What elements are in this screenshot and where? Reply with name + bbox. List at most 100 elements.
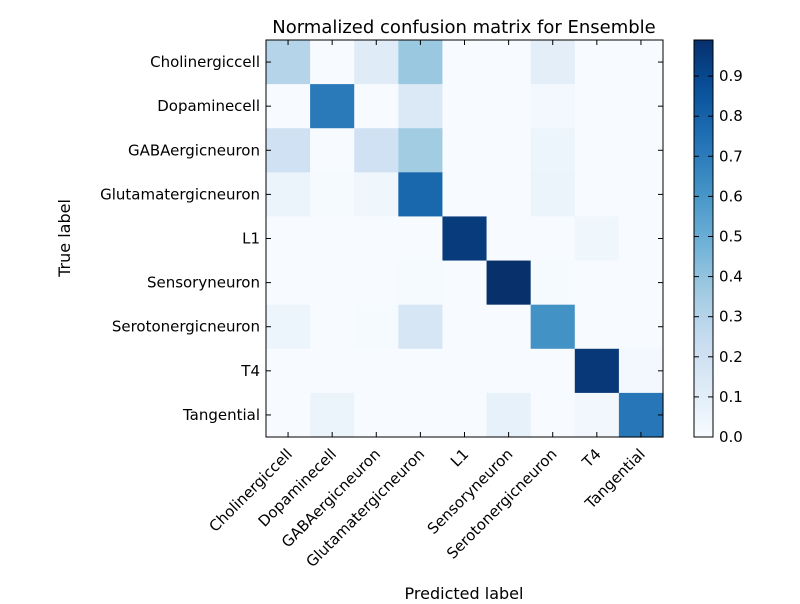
y-tick-label: GABAergicneuron <box>128 141 260 159</box>
heatmap-cell <box>442 84 488 129</box>
heatmap-cell <box>266 128 311 173</box>
colorbar-tick-label: 0.3 <box>719 308 743 326</box>
heatmap-cell <box>398 216 444 262</box>
heatmap-cell <box>442 392 488 438</box>
heatmap-cell <box>266 40 311 85</box>
heatmap-cell <box>574 348 620 394</box>
heatmap-cell <box>266 392 311 438</box>
heatmap-cell <box>618 260 664 306</box>
colorbar-tick-label: 0.1 <box>719 388 743 406</box>
heatmap-cell <box>310 128 355 173</box>
heatmap-cell <box>530 128 576 173</box>
heatmap-cell <box>486 84 532 129</box>
heatmap-cell <box>398 172 444 218</box>
y-tick-label: Dopaminecell <box>157 97 260 115</box>
heatmap-cell <box>266 260 311 306</box>
heatmap-cell <box>354 392 399 438</box>
heatmap-cell <box>486 40 532 85</box>
heatmap-cell <box>354 84 399 129</box>
heatmap-cell <box>530 84 576 129</box>
heatmap-cell <box>618 40 664 85</box>
heatmap-cell <box>486 392 532 438</box>
heatmap-cell <box>310 84 355 129</box>
heatmap-cell <box>486 216 532 262</box>
heatmap-cell <box>442 40 488 85</box>
heatmap-cell <box>354 172 399 218</box>
heatmap-cell <box>574 304 620 350</box>
heatmap-cell <box>266 348 311 394</box>
heatmap-cell <box>574 40 620 85</box>
heatmap-cell <box>486 128 532 173</box>
colorbar-tick-label: 0.6 <box>719 187 743 205</box>
heatmap-cell <box>530 172 576 218</box>
colorbar-tick-label: 0.2 <box>719 348 743 366</box>
colorbar-tick-label: 0.5 <box>719 227 743 245</box>
heatmap-cell <box>398 260 444 306</box>
heatmap-cell <box>442 216 488 262</box>
heatmap-cell <box>398 392 444 438</box>
heatmap-cell <box>618 84 664 129</box>
heatmap-cell <box>530 216 576 262</box>
heatmap-cell <box>442 348 488 394</box>
heatmap-cell <box>398 40 444 85</box>
x-tick-label: Dopaminecell <box>255 445 340 530</box>
heatmap-cell <box>442 172 488 218</box>
heatmap-cell <box>310 304 355 350</box>
heatmap-cell <box>310 392 355 438</box>
heatmap-cell <box>354 260 399 306</box>
colorbar <box>693 39 714 438</box>
chart-title: Normalized confusion matrix for Ensemble <box>272 17 656 38</box>
colorbar-tick-label: 0.7 <box>719 147 743 165</box>
heatmap-cell <box>442 304 488 350</box>
heatmap-cell <box>618 392 664 438</box>
heatmap-cell <box>266 172 311 218</box>
heatmap-cell <box>354 304 399 350</box>
heatmap-cell <box>266 84 311 129</box>
heatmap-cell <box>354 216 399 262</box>
heatmap-cell <box>442 260 488 306</box>
heatmap-cell <box>310 260 355 306</box>
y-tick-label: Sensoryneuron <box>147 274 260 292</box>
x-axis-label: Predicted label <box>405 584 524 600</box>
y-axis: Cholinergiccell Dopaminecell GABAergicneur… <box>100 53 663 424</box>
heatmap-cell <box>618 216 664 262</box>
heatmap-cell <box>530 304 576 350</box>
heatmap-cell <box>266 304 311 350</box>
heatmap-cell <box>574 128 620 173</box>
heatmap-cell <box>618 304 664 350</box>
heatmap-cell <box>574 392 620 438</box>
colorbar-tick-label: 0.8 <box>719 107 743 125</box>
heatmap-cell <box>486 348 532 394</box>
heatmap-cell <box>530 392 576 438</box>
colorbar-tick-label: 0.4 <box>719 268 743 286</box>
y-tick-label: Glutamatergicneuron <box>100 185 260 203</box>
heatmap-cell <box>310 40 355 85</box>
heatmap-cell <box>618 128 664 173</box>
x-tick-label: T4 <box>578 445 605 472</box>
heatmap-cell <box>574 84 620 129</box>
heatmap-cell <box>354 128 399 173</box>
heatmap-cell <box>354 40 399 85</box>
heatmap-cell <box>530 348 576 394</box>
heatmap-cell <box>354 348 399 394</box>
colorbar-axis: 0.0 0.1 0.2 0.3 0.4 0.5 0.6 0.7 0.8 0.9 <box>694 67 743 446</box>
heatmap-cell <box>574 260 620 306</box>
heatmap-cell <box>486 304 532 350</box>
colorbar-tick-label: 0.9 <box>719 67 743 85</box>
heatmap-cell <box>398 128 444 173</box>
heatmap-cell <box>310 348 355 394</box>
heatmap-cell <box>310 216 355 262</box>
x-tick-label: L1 <box>447 445 472 470</box>
heatmap-cell <box>486 172 532 218</box>
heatmap-cell <box>398 84 444 129</box>
y-tick-label: Tangential <box>182 406 260 424</box>
heatmap-cell <box>530 40 576 85</box>
heatmap-cell <box>618 348 664 394</box>
y-tick-label: Serotonergicneuron <box>112 318 260 336</box>
heatmap-cell <box>574 216 620 262</box>
heatmap-cell <box>442 128 488 173</box>
y-tick-label: Cholinergiccell <box>150 53 260 71</box>
heatmap-cell <box>574 172 620 218</box>
